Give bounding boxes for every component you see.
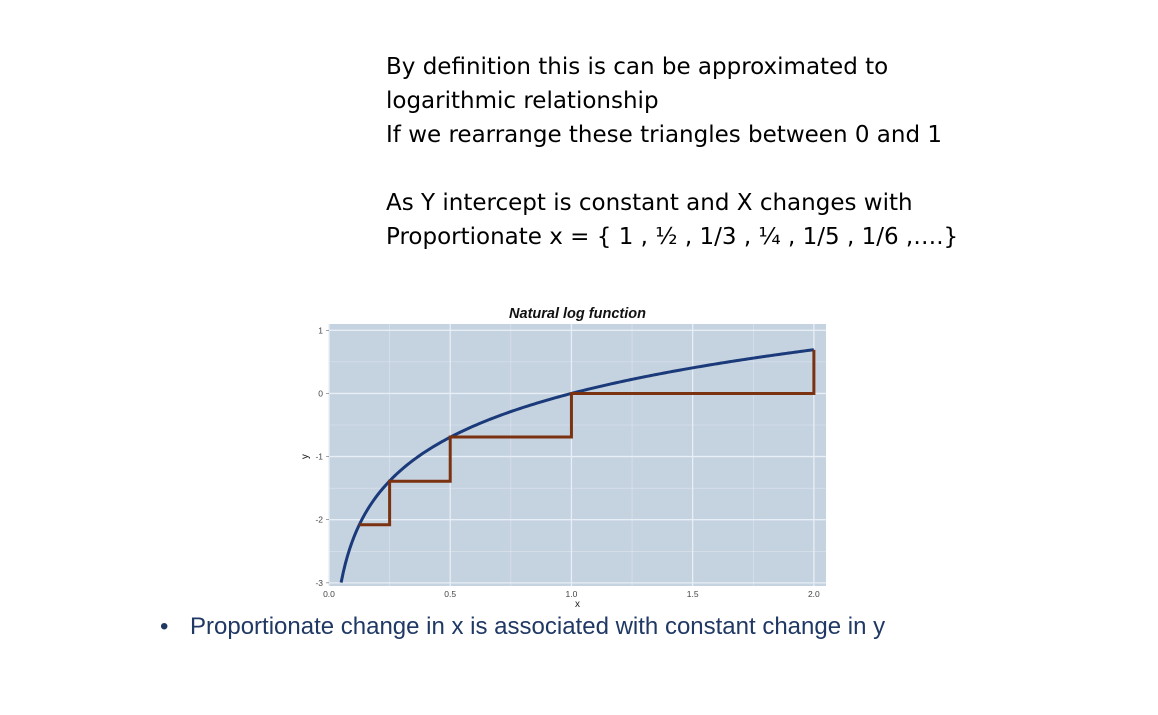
x-axis-label: x	[575, 599, 580, 610]
natural-log-chart: 0.0 0.5 1.0 1.5 2.0 1 0 -1 -2 -3 x y Natural log fun…	[296, 303, 836, 613]
intro-line-3: If we rearrange these triangles between …	[386, 122, 942, 148]
plot-panel	[329, 324, 826, 586]
bullet-point: • Proportionate change in x is associated…	[160, 613, 885, 641]
intro-line-1: By definition this is can be approximate…	[386, 54, 889, 80]
intro-line-blank	[386, 152, 1086, 186]
ln-curve-series	[339, 348, 815, 583]
y-tick-label: -2	[315, 515, 323, 525]
x-tick-label: 0.5	[444, 589, 456, 599]
x-tick-label: 0.0	[323, 589, 335, 599]
bullet-text: Proportionate change in x is associated …	[190, 613, 886, 640]
step-series	[359, 349, 816, 527]
y-tick-label: 1	[318, 325, 323, 335]
y-tick-label: 0	[318, 388, 323, 398]
intro-line-6: Proportionate x = { 1 , ½ , 1/3 , ¼ , 1/…	[386, 224, 959, 250]
intro-line-5: As Y intercept is constant and X changes…	[386, 190, 913, 216]
chart-svg: 0.0 0.5 1.0 1.5 2.0 1 0 -1 -2 -3 x y Natural log fun…	[300, 306, 826, 610]
intro-line-2: logarithmic relationship	[386, 88, 659, 114]
y-axis-label: y	[300, 454, 311, 459]
intro-text-block: By definition this is can be approximate…	[386, 50, 1086, 254]
x-tick-label: 1.5	[687, 589, 699, 599]
x-tick-label: 1.0	[566, 589, 578, 599]
bullet-symbol: •	[160, 613, 169, 640]
chart-title: Natural log function	[509, 306, 646, 322]
y-tick-label: -1	[315, 452, 323, 462]
x-tick-label: 2.0	[808, 589, 820, 599]
y-tick-label: -3	[315, 578, 323, 588]
